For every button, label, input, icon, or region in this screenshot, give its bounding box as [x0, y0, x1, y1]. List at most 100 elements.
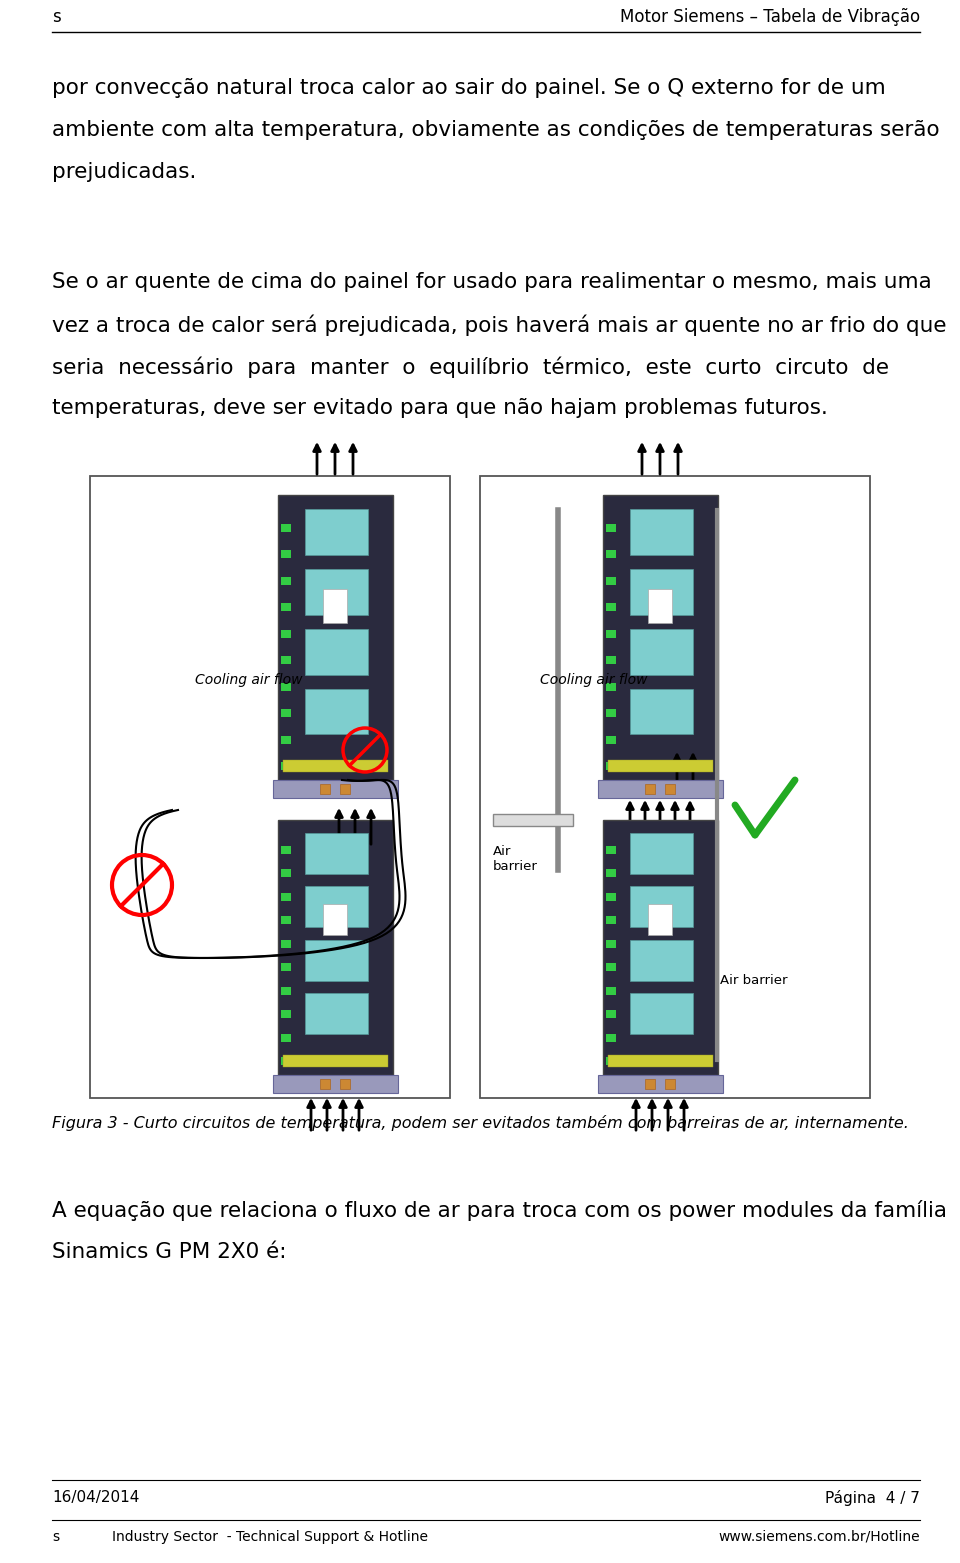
Bar [630, 994, 693, 1035]
Bar [606, 1033, 615, 1041]
Text: temperaturas, deve ser evitado para que não hajam problemas futuros.: temperaturas, deve ser evitado para que … [52, 399, 828, 417]
Bar [630, 569, 693, 614]
Bar [280, 1033, 291, 1041]
Text: s: s [52, 8, 60, 27]
Bar [606, 963, 615, 971]
Bar [282, 760, 388, 772]
Bar [630, 628, 693, 675]
Text: A equação que relaciona o fluxo de ar para troca com os power modules da família: A equação que relaciona o fluxo de ar pa… [52, 1200, 947, 1221]
Bar [280, 577, 291, 585]
Bar [305, 886, 369, 927]
Bar [606, 986, 615, 994]
Text: Figura 3 - Curto circuitos de temperatura, podem ser evitados também com barreir: Figura 3 - Curto circuitos de temperatur… [52, 1114, 909, 1132]
Bar [280, 550, 291, 558]
Bar [305, 628, 369, 675]
Bar [665, 785, 675, 794]
Bar [606, 846, 615, 853]
Bar [608, 760, 712, 772]
Bar [280, 603, 291, 611]
Bar [280, 892, 291, 900]
Bar [606, 683, 615, 691]
Bar [480, 477, 870, 1097]
Bar [320, 785, 330, 794]
Bar [280, 683, 291, 691]
Bar [665, 1078, 675, 1089]
Text: Industry Sector  - Technical Support & Hotline: Industry Sector - Technical Support & Ho… [112, 1530, 428, 1544]
Bar [603, 495, 717, 780]
Bar [280, 1057, 291, 1064]
Text: www.siemens.com.br/Hotline: www.siemens.com.br/Hotline [718, 1530, 920, 1544]
Bar [280, 710, 291, 717]
Bar [305, 833, 369, 874]
Text: por convecção natural troca calor ao sair do painel. Se o Q externo for de um: por convecção natural troca calor ao sai… [52, 78, 886, 98]
Text: s: s [52, 1530, 60, 1544]
Bar [606, 939, 615, 947]
Text: 16/04/2014: 16/04/2014 [52, 1490, 139, 1505]
Bar [630, 833, 693, 874]
Bar [280, 1010, 291, 1018]
Text: Cooling air flow: Cooling air flow [195, 674, 302, 688]
Bar [277, 821, 393, 1075]
Bar [606, 630, 615, 638]
Bar [305, 569, 369, 614]
Bar [645, 1078, 655, 1089]
Bar [630, 939, 693, 980]
Bar [606, 550, 615, 558]
Bar [280, 916, 291, 924]
Text: Cooling air flow: Cooling air flow [540, 674, 647, 688]
Bar [280, 763, 291, 771]
Bar [606, 916, 615, 924]
Text: vez a troca de calor será prejudicada, pois haverá mais ar quente no ar frio do : vez a troca de calor será prejudicada, p… [52, 314, 947, 336]
Bar [280, 736, 291, 744]
Bar [277, 495, 393, 780]
Bar [630, 510, 693, 555]
Text: Motor Siemens – Tabela de Vibração: Motor Siemens – Tabela de Vibração [620, 8, 920, 27]
Bar [305, 689, 369, 735]
Bar [606, 524, 615, 531]
Bar [280, 986, 291, 994]
Bar [280, 524, 291, 531]
Text: prejudicadas.: prejudicadas. [52, 163, 197, 181]
Bar [340, 1078, 350, 1089]
Text: seria  necessário  para  manter  o  equilíbrio  térmico,  este  curto  circuto  : seria necessário para manter o equilíbri… [52, 356, 889, 378]
Bar [648, 589, 672, 624]
Text: Air
barrier: Air barrier [492, 846, 538, 874]
Bar [606, 1010, 615, 1018]
Bar [606, 710, 615, 717]
Bar [630, 886, 693, 927]
Bar [305, 939, 369, 980]
Bar [606, 869, 615, 877]
Bar [273, 1075, 397, 1093]
Text: Se o ar quente de cima do painel for usado para realimentar o mesmo, mais uma: Se o ar quente de cima do painel for usa… [52, 272, 932, 292]
Bar [630, 689, 693, 735]
Bar [323, 903, 347, 935]
Bar [280, 939, 291, 947]
Bar [606, 577, 615, 585]
Bar [606, 603, 615, 611]
Bar [280, 656, 291, 664]
Bar [340, 785, 350, 794]
Bar [323, 589, 347, 624]
Bar [645, 785, 655, 794]
Bar [90, 477, 450, 1097]
Bar [280, 869, 291, 877]
Text: Sinamics G PM 2X0 é:: Sinamics G PM 2X0 é: [52, 1243, 286, 1261]
Bar [648, 903, 672, 935]
Bar [606, 892, 615, 900]
Bar [597, 1075, 723, 1093]
Bar [606, 656, 615, 664]
Bar [305, 994, 369, 1035]
Bar [282, 1055, 388, 1068]
Bar [305, 510, 369, 555]
Bar [280, 963, 291, 971]
Bar [492, 814, 572, 825]
Bar [597, 780, 723, 799]
Bar [606, 763, 615, 771]
Text: Air barrier: Air barrier [720, 974, 787, 986]
Bar [280, 846, 291, 853]
Bar [280, 630, 291, 638]
Bar [606, 1057, 615, 1064]
Bar [273, 780, 397, 799]
Bar [606, 736, 615, 744]
Text: ambiente com alta temperatura, obviamente as condições de temperaturas serão: ambiente com alta temperatura, obviament… [52, 120, 940, 141]
